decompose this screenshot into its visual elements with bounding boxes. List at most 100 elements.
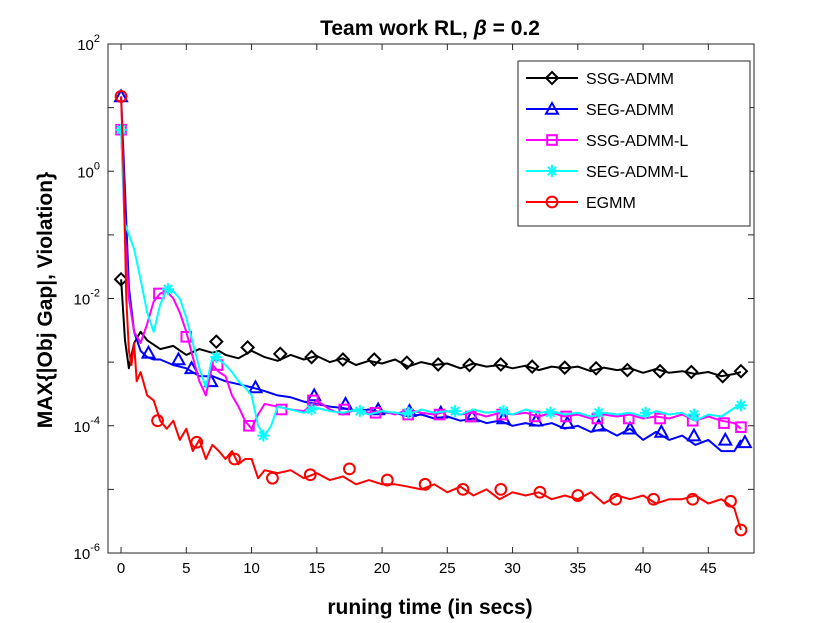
data-point <box>304 349 320 365</box>
x-tick-label: 0 <box>117 560 125 577</box>
data-point <box>462 357 477 373</box>
x-tick-label: 30 <box>504 560 521 577</box>
data-point <box>266 471 279 485</box>
data-point <box>559 415 576 429</box>
legend-marker <box>544 70 560 86</box>
y-tick-label: 10-6 <box>74 542 100 563</box>
data-point <box>647 492 660 506</box>
data-point <box>247 379 264 394</box>
data-point <box>399 355 415 371</box>
legend-label: SEG-ADMM-L <box>586 164 688 181</box>
legend-label: SEG-ADMM <box>586 102 674 119</box>
data-point <box>183 360 200 375</box>
series-area <box>113 88 753 537</box>
data-point <box>418 477 432 491</box>
data-point <box>190 435 204 449</box>
y-tick-base: 10 <box>77 164 94 181</box>
data-point <box>115 123 128 136</box>
legend-item: SSG-ADMM <box>526 70 674 88</box>
data-point <box>272 346 288 362</box>
data-point <box>465 410 477 423</box>
data-point <box>734 399 747 412</box>
y-axis-label: MAX{|Obj Gap|, Violation} <box>34 172 57 428</box>
data-point <box>303 468 317 482</box>
x-tick-label: 5 <box>182 560 190 577</box>
data-point <box>560 410 572 423</box>
data-point <box>402 406 415 419</box>
data-point <box>686 492 700 506</box>
x-tick-label: 45 <box>700 560 717 577</box>
y-tick-base: 10 <box>74 419 91 436</box>
x-tick-label: 15 <box>308 560 325 577</box>
legend-label: SSG-ADMM <box>586 71 674 88</box>
title-prefix: Team work RL, <box>320 17 474 40</box>
data-point <box>337 395 354 410</box>
data-point <box>335 352 351 367</box>
y-tick-label: 10-2 <box>74 288 100 309</box>
data-point <box>557 360 573 376</box>
data-point <box>733 363 749 379</box>
chart-title: Team work RL, β = 0.2 <box>320 17 540 40</box>
data-point <box>228 452 241 466</box>
data-point <box>305 403 318 416</box>
x-tick-label: 40 <box>635 560 652 577</box>
data-point <box>609 492 623 506</box>
x-ticks: 0 5 10 15 20 25 30 35 40 45 <box>117 44 717 577</box>
data-point <box>257 429 270 442</box>
legend-item: SEG-ADMM-L <box>526 164 688 181</box>
data-point <box>114 90 128 103</box>
data-point <box>243 419 255 432</box>
data-point <box>592 406 605 419</box>
y-tick-exp: -4 <box>90 415 100 427</box>
data-point <box>654 412 666 425</box>
data-point <box>153 287 165 300</box>
data-point <box>338 403 351 416</box>
legend-marker <box>545 195 559 209</box>
x-tick-label: 25 <box>439 560 456 577</box>
data-point <box>735 421 747 433</box>
data-point <box>433 408 446 421</box>
legend-marker <box>544 100 560 115</box>
legend-label: EGMM <box>586 195 636 212</box>
data-point <box>494 482 508 496</box>
legend-label: SSG-ADMM-L <box>586 133 688 150</box>
data-point <box>170 351 187 366</box>
data-point <box>533 485 547 499</box>
legend-item: SEG-ADMM <box>526 100 674 119</box>
data-point <box>449 405 462 418</box>
data-point <box>639 406 652 419</box>
data-point <box>210 351 223 364</box>
y-tick-base: 10 <box>77 37 94 54</box>
x-tick-label: 20 <box>374 560 391 577</box>
data-point <box>544 406 557 419</box>
data-point <box>524 359 540 375</box>
series-line <box>120 129 742 437</box>
data-point <box>652 363 668 379</box>
y-tick-exp: 0 <box>94 160 100 172</box>
y-tick-exp: -2 <box>90 288 100 300</box>
data-point <box>718 417 730 429</box>
data-point <box>686 427 702 442</box>
y-tick-label: 10-4 <box>74 415 100 436</box>
legend-item: SSG-ADMM-L <box>526 133 688 150</box>
data-point <box>151 414 164 428</box>
data-point <box>456 482 470 496</box>
y-tick-label: 100 <box>77 160 100 181</box>
data-point <box>493 357 509 372</box>
data-point <box>724 494 737 508</box>
y-tick-exp: 2 <box>94 33 100 45</box>
title-beta: β <box>473 17 487 40</box>
x-axis-label: runing time (in secs) <box>327 596 532 619</box>
data-point <box>715 368 731 384</box>
series-seg-admm-l <box>115 123 747 442</box>
data-point <box>140 344 157 359</box>
data-point <box>366 352 382 367</box>
y-tick-exp: -6 <box>90 542 100 554</box>
data-point <box>369 406 382 419</box>
legend-marker <box>546 134 558 146</box>
data-point <box>734 523 748 537</box>
data-point <box>353 405 366 418</box>
data-point <box>588 360 604 376</box>
legend-item: EGMM <box>526 195 636 212</box>
